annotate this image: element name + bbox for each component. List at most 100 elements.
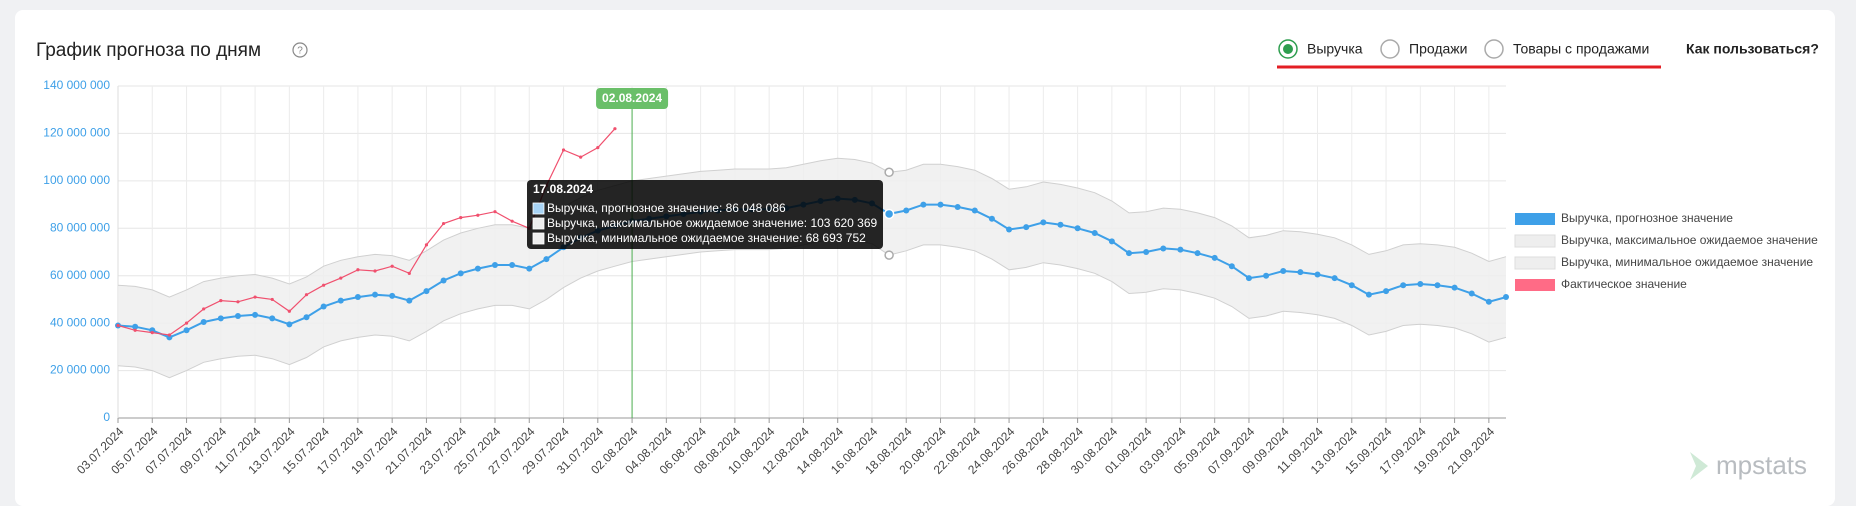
help-icon-q: ? xyxy=(297,46,303,57)
forecast-point xyxy=(1280,267,1287,274)
forecast-point xyxy=(1057,221,1064,228)
forecast-point xyxy=(1383,288,1390,295)
forecast-point xyxy=(971,207,978,214)
help-icon[interactable] xyxy=(292,42,308,58)
forecast-point xyxy=(303,314,310,321)
forecast-point xyxy=(354,294,361,301)
actual-point xyxy=(596,146,600,150)
forecast-point xyxy=(1297,269,1304,276)
forecast-point xyxy=(234,313,241,320)
actual-point xyxy=(287,309,291,313)
forecast-point xyxy=(217,315,224,322)
forecast-point xyxy=(1143,249,1150,255)
forecast-point xyxy=(1245,275,1252,282)
help-link[interactable]: Как пользоваться? xyxy=(1686,41,1819,57)
actual-point xyxy=(150,331,154,335)
forecast-point xyxy=(1314,271,1321,278)
tooltip-line: Выручка, прогнозное значение: 86 048 086 xyxy=(547,201,786,215)
forecast-point xyxy=(1348,282,1355,289)
forecast-point xyxy=(1177,246,1184,253)
hover-point xyxy=(883,208,895,220)
actual-point xyxy=(253,295,257,299)
forecast-point xyxy=(988,215,995,222)
forecast-point xyxy=(286,321,293,328)
legend-label: Выручка, минимальное ожидаемое значение xyxy=(1561,255,1813,269)
forecast-point xyxy=(337,297,344,304)
actual-point xyxy=(424,243,429,247)
forecast-point xyxy=(1023,224,1030,231)
actual-point xyxy=(390,264,394,268)
forecast-point xyxy=(1108,238,1115,245)
forecast-point xyxy=(440,277,447,284)
forecast-point xyxy=(372,291,379,298)
forecast-point xyxy=(423,288,430,295)
marker-badge xyxy=(596,88,669,109)
actual-point xyxy=(373,269,377,273)
actual-point xyxy=(202,307,206,311)
tooltip-swatch xyxy=(532,202,545,215)
tooltip-box xyxy=(527,180,883,249)
forecast-point xyxy=(183,327,190,334)
legend-swatch xyxy=(1515,279,1555,291)
y-tick-label: 0 xyxy=(103,410,110,424)
forecast-point xyxy=(1194,250,1201,257)
forecast-point xyxy=(1040,219,1047,226)
actual-point xyxy=(322,283,326,287)
y-tick-label: 20 000 000 xyxy=(50,363,110,377)
forecast-point xyxy=(474,265,481,272)
y-tick-label: 120 000 000 xyxy=(43,126,110,140)
tooltip-date: 17.08.2024 xyxy=(533,182,593,196)
actual-point xyxy=(339,276,343,280)
radio-label[interactable]: Товары с продажами xyxy=(1513,41,1649,57)
forecast-point xyxy=(1468,290,1475,297)
legend-label: Выручка, прогнозное значение xyxy=(1561,211,1733,225)
forecast-point xyxy=(1503,294,1509,301)
tooltip-swatch xyxy=(532,232,545,245)
legend-label: Фактическое значение xyxy=(1561,277,1687,291)
radio[interactable] xyxy=(1484,39,1504,59)
band-edge xyxy=(117,157,1507,298)
forecast-point xyxy=(954,203,961,210)
actual-point xyxy=(219,299,223,303)
y-tick-label: 60 000 000 xyxy=(50,268,110,282)
actual-point xyxy=(304,293,309,297)
actual-point xyxy=(356,268,360,272)
actual-point xyxy=(167,333,172,337)
forecast-point xyxy=(149,327,156,334)
radio[interactable] xyxy=(1380,39,1400,59)
actual-point xyxy=(510,219,514,223)
actual-point xyxy=(561,148,566,152)
forecast-point xyxy=(389,292,396,299)
legend-swatch xyxy=(1514,234,1556,248)
forecast-point xyxy=(1126,250,1133,257)
actual-point xyxy=(236,300,240,304)
forecast-point xyxy=(526,265,533,272)
radio-label[interactable]: Продажи xyxy=(1409,41,1467,57)
actual-point xyxy=(407,271,411,275)
forecast-point xyxy=(920,201,927,208)
forecast-point xyxy=(1074,225,1081,232)
radio-label[interactable]: Выручка xyxy=(1307,41,1363,57)
actual-point xyxy=(476,213,480,217)
forecast-point xyxy=(200,318,207,325)
actual-point xyxy=(270,297,274,302)
forecast-point xyxy=(1417,281,1424,288)
actual-point xyxy=(459,216,463,220)
band-fill xyxy=(118,158,1506,378)
y-tick-label: 140 000 000 xyxy=(43,78,110,92)
legend-swatch xyxy=(1515,213,1555,225)
chart-title: График прогноза по дням xyxy=(36,40,261,61)
forecast-point xyxy=(1485,298,1492,305)
legend-label: Выручка, максимальное ожидаемое значение xyxy=(1561,233,1818,247)
forecast-point xyxy=(166,334,173,341)
actual-point xyxy=(184,321,189,325)
forecast-point xyxy=(269,315,276,322)
tooltip-swatch xyxy=(532,217,545,230)
forecast-point xyxy=(937,201,944,208)
forecast-point xyxy=(1228,263,1235,270)
forecast-point xyxy=(406,297,413,304)
forecast-point xyxy=(132,323,139,330)
tooltip-line: Выручка, минимальное ожидаемое значение:… xyxy=(547,231,866,245)
forecast-point xyxy=(457,270,464,277)
